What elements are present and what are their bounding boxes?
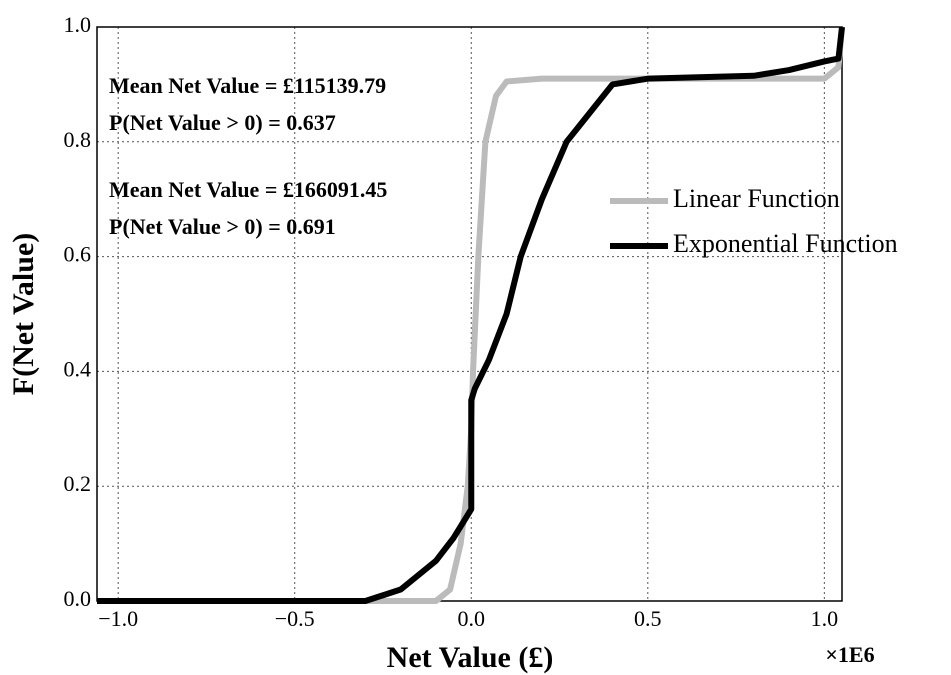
- y-tick-label: 0.0: [64, 586, 92, 611]
- legend-label: Exponential Function: [673, 229, 898, 258]
- annotation: Mean Net Value = £115139.79: [109, 73, 386, 98]
- x-tick-label: −0.5: [275, 606, 315, 631]
- y-tick-label: 0.2: [64, 471, 92, 496]
- series-line: [97, 26, 845, 604]
- y-tick-label: 0.4: [64, 356, 92, 381]
- y-tick-label: 0.6: [64, 242, 92, 267]
- x-tick-label: 1.0: [811, 606, 839, 631]
- series-line: [97, 26, 845, 604]
- x-tick-label: 0.5: [634, 606, 662, 631]
- x-axis-label: Net Value (£): [387, 641, 554, 674]
- y-axis-label: F(Net Value): [7, 233, 40, 395]
- plot-frame: [96, 26, 843, 602]
- annotation: P(Net Value > 0) = 0.691: [109, 214, 336, 239]
- annotation: Mean Net Value = £166091.45: [109, 177, 387, 202]
- y-tick-label: 1.0: [64, 12, 92, 37]
- x-tick-label: 0.0: [458, 606, 486, 631]
- x-offset-label: ×1E6: [825, 642, 874, 667]
- x-tick-label: −1.0: [98, 606, 138, 631]
- legend-label: Linear Function: [673, 184, 840, 213]
- y-tick-label: 0.8: [64, 127, 92, 152]
- annotation: P(Net Value > 0) = 0.637: [109, 110, 336, 135]
